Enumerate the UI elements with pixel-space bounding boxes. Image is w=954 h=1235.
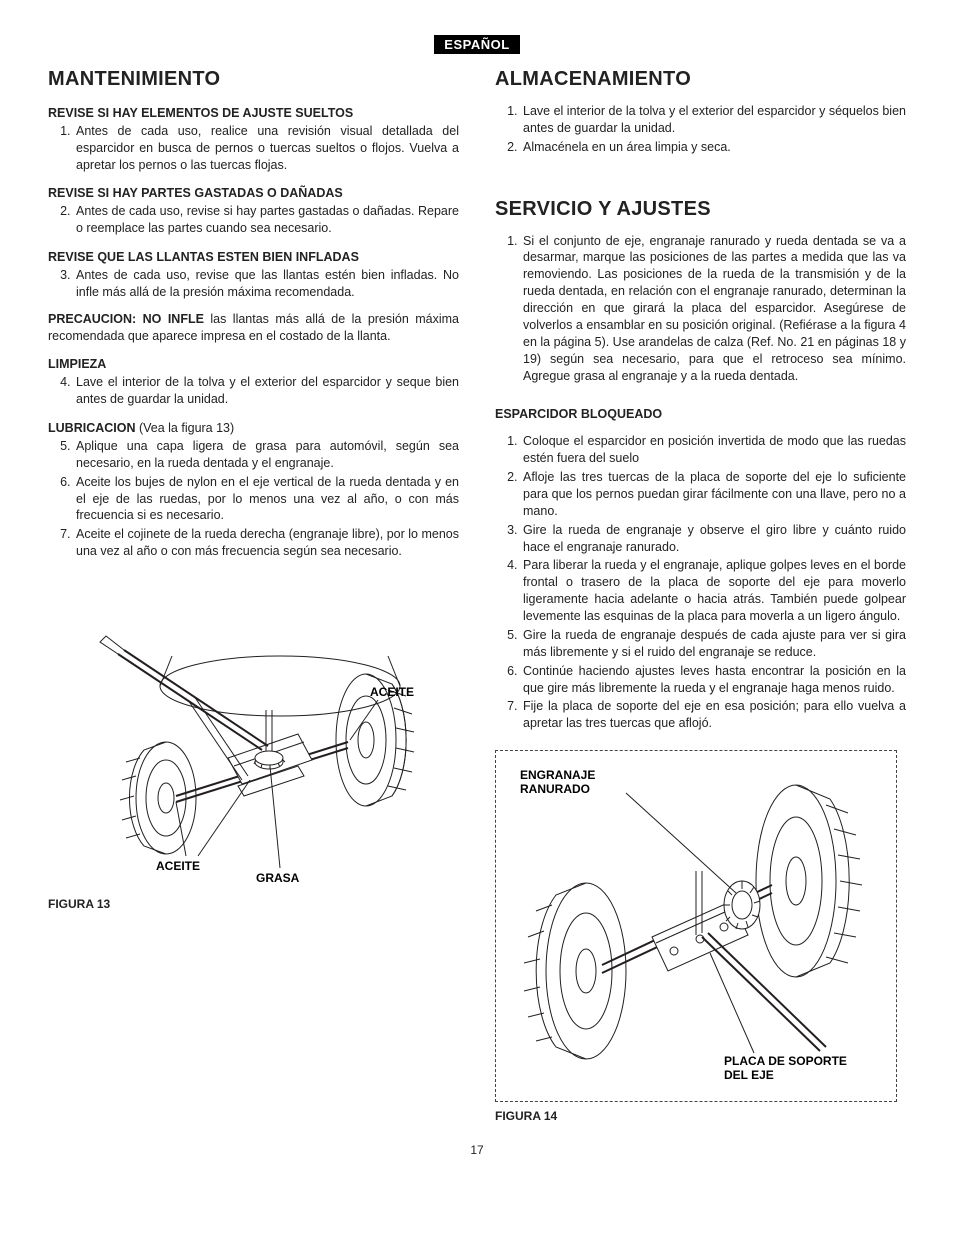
check-worn-heading: REVISE SI HAY PARTES GASTADAS O DAÑADAS bbox=[48, 185, 459, 202]
fig14-plate-label-2: DEL EJE bbox=[724, 1068, 774, 1082]
list-item: Antes de cada uso, realice una revisión … bbox=[74, 123, 459, 174]
figure-14-caption: FIGURA 14 bbox=[495, 1108, 906, 1124]
fig13-oil-label-1: ACEITE bbox=[370, 685, 414, 699]
figure-13-svg: ACEITE ACEITE GRASA bbox=[48, 590, 458, 890]
figure-14: ENGRANAJE RANURADO PLACA DE SOPORTE DEL … bbox=[495, 750, 906, 1124]
language-badge: ESPAÑOL bbox=[48, 36, 906, 54]
list-item: Gire la rueda de engranaje después de ca… bbox=[521, 627, 906, 661]
right-column: ALMACENAMIENTO Lave el interior de la to… bbox=[495, 62, 906, 1124]
list-item: Gire la rueda de engranaje y observe el … bbox=[521, 522, 906, 556]
list-item: Lave el interior de la tolva y el exteri… bbox=[521, 103, 906, 137]
caution-paragraph: PRECAUCION: NO INFLE las llantas más all… bbox=[48, 311, 459, 345]
storage-heading: ALMACENAMIENTO bbox=[495, 66, 906, 93]
list-item: Afloje las tres tuercas de la placa de s… bbox=[521, 469, 906, 520]
list-item: Fije la placa de soporte del eje en esa … bbox=[521, 698, 906, 732]
storage-list: Lave el interior de la tolva y el exteri… bbox=[495, 103, 906, 156]
page-number: 17 bbox=[48, 1142, 906, 1158]
lubrication-note: (Vea la figura 13) bbox=[136, 421, 235, 435]
lubrication-heading: LUBRICACION (Vea la figura 13) bbox=[48, 420, 459, 437]
check-loose-heading: REVISE SI HAY ELEMENTOS DE AJUSTE SUELTO… bbox=[48, 105, 459, 122]
list-item: Continúe haciendo ajustes leves hasta en… bbox=[521, 663, 906, 697]
list-item: Aceite los bujes de nylon en el eje vert… bbox=[74, 474, 459, 525]
list-item: Lave el interior de la tolva y el exteri… bbox=[74, 374, 459, 408]
fig13-oil-label-2: ACEITE bbox=[156, 859, 200, 873]
check-worn-list: Antes de cada uso, revise si hay partes … bbox=[48, 203, 459, 237]
lubrication-list: Aplique una capa ligera de grasa para au… bbox=[48, 438, 459, 560]
cleaning-list: Lave el interior de la tolva y el exteri… bbox=[48, 374, 459, 408]
maintenance-heading: MANTENIMIENTO bbox=[48, 66, 459, 93]
locked-spreader-list: Coloque el esparcidor en posición invert… bbox=[495, 433, 906, 732]
list-item: Antes de cada uso, revise que las llanta… bbox=[74, 267, 459, 301]
locked-spreader-heading: ESPARCIDOR BLOQUEADO bbox=[495, 406, 906, 423]
list-item: Antes de cada uso, revise si hay partes … bbox=[74, 203, 459, 237]
fig14-gear-label-2: RANURADO bbox=[520, 782, 590, 796]
language-badge-text: ESPAÑOL bbox=[434, 35, 519, 54]
list-item: Coloque el esparcidor en posición invert… bbox=[521, 433, 906, 467]
service-heading: SERVICIO Y AJUSTES bbox=[495, 196, 906, 223]
caution-bold: PRECAUCION: NO INFLE bbox=[48, 312, 204, 326]
service-list: Si el conjunto de eje, engranaje ranurad… bbox=[495, 233, 906, 385]
cleaning-heading: LIMPIEZA bbox=[48, 356, 459, 373]
figure-13-caption: FIGURA 13 bbox=[48, 896, 459, 912]
lubrication-label: LUBRICACION bbox=[48, 421, 136, 435]
list-item: Para liberar la rueda y el engranaje, ap… bbox=[521, 557, 906, 625]
list-item: Aplique una capa ligera de grasa para au… bbox=[74, 438, 459, 472]
list-item: Aceite el cojinete de la rueda derecha (… bbox=[74, 526, 459, 560]
list-item: Si el conjunto de eje, engranaje ranurad… bbox=[521, 233, 906, 385]
check-loose-list: Antes de cada uso, realice una revisión … bbox=[48, 123, 459, 174]
check-tires-heading: REVISE QUE LAS LLANTAS ESTEN BIEN INFLAD… bbox=[48, 249, 459, 266]
figure-13: ACEITE ACEITE GRASA FIGURA 13 bbox=[48, 590, 459, 912]
list-item: Almacénela en un área limpia y seca. bbox=[521, 139, 906, 156]
fig14-plate-label-1: PLACA DE SOPORTE bbox=[724, 1054, 847, 1068]
figure-14-svg: ENGRANAJE RANURADO PLACA DE SOPORTE DEL … bbox=[495, 750, 897, 1102]
fig14-gear-label-1: ENGRANAJE bbox=[520, 768, 595, 782]
left-column: MANTENIMIENTO REVISE SI HAY ELEMENTOS DE… bbox=[48, 62, 459, 1124]
two-column-layout: MANTENIMIENTO REVISE SI HAY ELEMENTOS DE… bbox=[48, 62, 906, 1124]
check-tires-list: Antes de cada uso, revise que las llanta… bbox=[48, 267, 459, 301]
fig13-grease-label: GRASA bbox=[256, 871, 300, 885]
